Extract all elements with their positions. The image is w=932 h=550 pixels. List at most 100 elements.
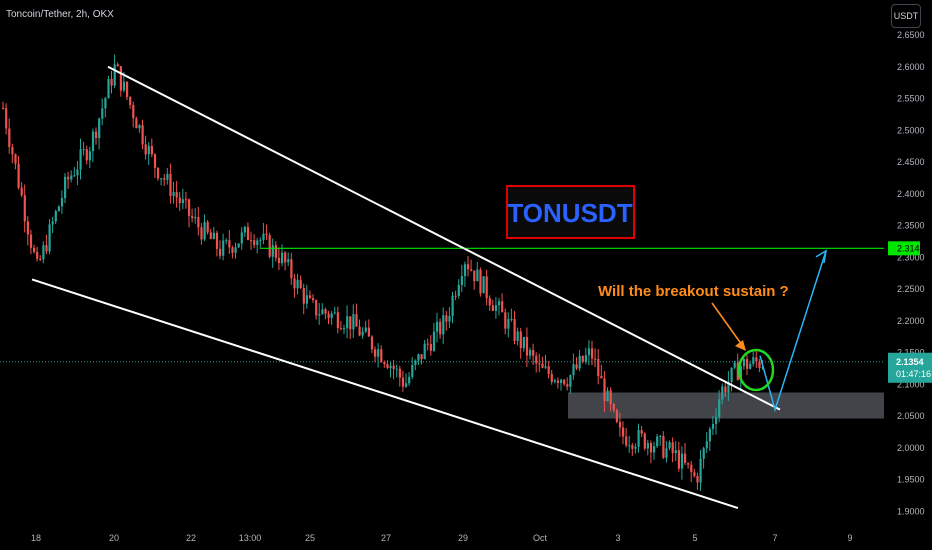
- candle-body: [739, 366, 742, 381]
- candle-body: [367, 327, 370, 337]
- candle-body: [262, 233, 265, 240]
- candle-body: [36, 251, 39, 259]
- candle-body: [209, 232, 212, 240]
- candle-body: [271, 245, 274, 257]
- candle-body: [129, 96, 132, 105]
- candle-body: [653, 446, 656, 453]
- candle-body: [529, 350, 532, 356]
- candle-body: [591, 348, 594, 359]
- candle-body: [395, 368, 398, 370]
- candle-body: [463, 264, 467, 277]
- candle-body: [277, 257, 281, 264]
- candle-body: [392, 365, 395, 370]
- candle-body: [203, 221, 206, 240]
- candle-body: [259, 239, 262, 241]
- candle-body: [45, 245, 48, 252]
- candle-body: [212, 232, 215, 240]
- candle-body: [656, 436, 659, 447]
- candle-body: [175, 192, 178, 198]
- candle-body: [64, 176, 67, 199]
- candle-body: [575, 364, 578, 369]
- candle-body: [426, 343, 429, 345]
- channel-lower-trendline: [31, 278, 739, 510]
- candle-body: [243, 226, 246, 233]
- candle-body: [668, 442, 671, 449]
- target-price-label-bg: [888, 241, 920, 256]
- current-price-label-text: 2.1354: [896, 357, 924, 367]
- countdown-text: 01:47:16: [896, 369, 931, 379]
- current-price-label: 2.1354 01:47:16: [888, 352, 932, 383]
- candle-body: [91, 131, 95, 152]
- price-scale[interactable]: 2.6500 2.6000 2.5500 2.5000 2.4500 2.4000 2.35…: [897, 30, 925, 516]
- candle-body: [95, 131, 98, 139]
- candle-body: [101, 108, 104, 119]
- candle-body: [184, 199, 188, 201]
- candle-body: [42, 245, 45, 260]
- candle-body: [116, 64, 119, 67]
- x-tick-label: 27: [381, 533, 391, 543]
- x-tick-label: Oct: [533, 533, 548, 543]
- y-tick-label: 2.2000: [897, 316, 925, 326]
- x-tick-label: 5: [692, 533, 697, 543]
- y-tick-label: 2.0000: [897, 443, 925, 453]
- candle-body: [305, 295, 308, 304]
- candle-body: [420, 354, 423, 360]
- candle-body: [110, 78, 113, 86]
- x-tick-label: 3: [615, 533, 620, 543]
- candle-body: [501, 301, 504, 313]
- candle-body: [479, 269, 482, 294]
- candle-body: [538, 363, 541, 365]
- candle-body: [566, 384, 569, 387]
- candle-body: [609, 390, 612, 404]
- candle-body: [343, 328, 346, 330]
- candle-body: [504, 312, 507, 329]
- candle-body: [730, 367, 733, 382]
- candle-body: [606, 390, 609, 401]
- candle-body: [733, 362, 736, 368]
- candle-body: [20, 187, 23, 196]
- candle-body: [494, 305, 498, 311]
- candle-body: [612, 403, 615, 411]
- y-tick-label: 1.9500: [897, 475, 925, 485]
- candle-body: [54, 211, 57, 222]
- candle-body: [507, 319, 510, 329]
- candle-body: [560, 379, 563, 383]
- candle-body: [646, 443, 649, 449]
- y-tick-label: 2.6500: [897, 30, 925, 40]
- candle-body: [98, 118, 101, 139]
- candle-body: [563, 379, 566, 385]
- time-scale[interactable]: 18 20 22 13:00 25 27 29 Oct 3 5 7 9: [31, 533, 853, 543]
- candle-body: [702, 448, 705, 459]
- candle-body: [113, 64, 116, 86]
- candle-body: [23, 195, 26, 222]
- currency-button[interactable]: USDT: [891, 4, 921, 28]
- current-price-label-bg: [888, 352, 932, 383]
- candle-body: [556, 380, 560, 383]
- candle-body: [513, 318, 516, 341]
- candle-body: [749, 363, 752, 369]
- candle-body: [398, 368, 401, 378]
- candle-body: [2, 108, 5, 110]
- candle-body: [451, 295, 454, 317]
- candle-body: [724, 386, 727, 393]
- candle-body: [727, 381, 730, 393]
- candle-body: [674, 450, 677, 454]
- candle-body: [178, 197, 181, 203]
- candle-body: [318, 314, 321, 316]
- candle-body: [383, 362, 386, 365]
- candle-body: [200, 227, 203, 240]
- candle-body: [423, 343, 426, 360]
- y-tick-label: 2.3500: [897, 221, 925, 231]
- candle-body: [157, 167, 160, 179]
- candle-body: [491, 305, 494, 311]
- candle-body: [299, 279, 302, 288]
- candle-body: [553, 380, 556, 382]
- candle-body: [48, 224, 51, 252]
- x-tick-label: 9: [847, 533, 852, 543]
- candle-body: [442, 315, 445, 335]
- candle-body: [386, 364, 389, 369]
- candle-body: [349, 316, 352, 330]
- candle-body: [380, 349, 383, 363]
- candle-body: [234, 247, 237, 253]
